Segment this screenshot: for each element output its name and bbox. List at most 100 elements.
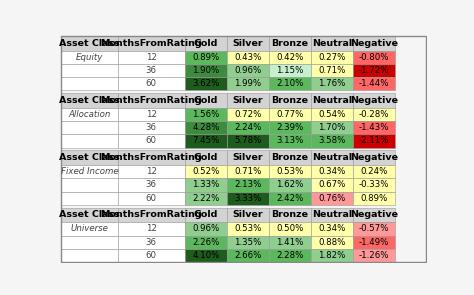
Text: -1.72%: -1.72% [359, 66, 389, 75]
Bar [118, 191, 185, 205]
Text: 2.24%: 2.24% [234, 123, 262, 132]
Bar [353, 165, 395, 178]
Text: Bronze: Bronze [272, 39, 309, 48]
Text: -2.11%: -2.11% [359, 137, 389, 145]
Text: Asset Class: Asset Class [59, 96, 120, 105]
Bar [227, 108, 269, 121]
Text: Neutral: Neutral [312, 210, 352, 219]
Bar [227, 77, 269, 90]
Bar [61, 108, 118, 121]
Bar [227, 236, 269, 249]
Bar [61, 178, 118, 191]
Bar [269, 191, 311, 205]
Text: Neutral: Neutral [312, 153, 352, 162]
Bar [185, 50, 227, 64]
Bar [269, 50, 311, 64]
Bar [61, 121, 118, 134]
Bar [118, 108, 185, 121]
Text: 36: 36 [146, 66, 157, 75]
Text: 1.62%: 1.62% [276, 181, 304, 189]
Bar [311, 134, 353, 148]
Text: 5.78%: 5.78% [234, 137, 262, 145]
Text: Universe: Universe [71, 224, 108, 233]
Text: 2.26%: 2.26% [192, 238, 220, 247]
Text: MonthsFromRating: MonthsFromRating [100, 153, 202, 162]
Text: 12: 12 [146, 167, 157, 176]
Bar [227, 150, 269, 165]
Bar [269, 93, 311, 108]
Text: 1.56%: 1.56% [192, 110, 220, 119]
Bar [185, 236, 227, 249]
Text: 0.53%: 0.53% [234, 224, 262, 233]
Bar [311, 50, 353, 64]
Bar [311, 165, 353, 178]
Bar [118, 150, 185, 165]
Text: Negative: Negative [350, 210, 398, 219]
Bar [269, 165, 311, 178]
Text: 2.10%: 2.10% [276, 79, 304, 88]
Bar [61, 36, 118, 50]
Text: 0.71%: 0.71% [234, 167, 262, 176]
Bar [227, 50, 269, 64]
Text: 7.45%: 7.45% [192, 137, 220, 145]
Bar [353, 77, 395, 90]
Bar [118, 77, 185, 90]
Text: 0.43%: 0.43% [234, 53, 262, 62]
Text: 1.41%: 1.41% [276, 238, 304, 247]
Text: 0.76%: 0.76% [318, 194, 346, 203]
Text: -0.33%: -0.33% [359, 181, 389, 189]
Bar [269, 150, 311, 165]
Text: 0.67%: 0.67% [318, 181, 346, 189]
Text: Equity: Equity [76, 53, 103, 62]
Bar [311, 208, 353, 222]
Bar [118, 64, 185, 77]
Text: 0.89%: 0.89% [192, 53, 220, 62]
Text: 12: 12 [146, 53, 157, 62]
Text: 2.22%: 2.22% [192, 194, 220, 203]
Text: 12: 12 [146, 110, 157, 119]
Text: 4.10%: 4.10% [192, 251, 220, 260]
Text: 0.72%: 0.72% [234, 110, 262, 119]
Bar [353, 150, 395, 165]
Bar [185, 150, 227, 165]
Bar [185, 77, 227, 90]
Text: 2.13%: 2.13% [234, 181, 262, 189]
Text: 0.96%: 0.96% [192, 224, 220, 233]
Bar [269, 236, 311, 249]
Text: Silver: Silver [233, 96, 264, 105]
Text: 0.24%: 0.24% [360, 167, 388, 176]
Bar [311, 121, 353, 134]
Bar [118, 236, 185, 249]
Bar [311, 108, 353, 121]
Bar [118, 249, 185, 262]
Text: -1.43%: -1.43% [359, 123, 389, 132]
Text: Silver: Silver [233, 39, 264, 48]
Bar [185, 208, 227, 222]
Bar [269, 64, 311, 77]
Bar [118, 93, 185, 108]
Bar [61, 208, 118, 222]
Bar [227, 178, 269, 191]
Bar [185, 108, 227, 121]
Bar [185, 178, 227, 191]
Bar [61, 191, 118, 205]
Bar [311, 191, 353, 205]
Bar [269, 121, 311, 134]
Bar [269, 178, 311, 191]
Bar [269, 134, 311, 148]
Bar [185, 191, 227, 205]
Text: Silver: Silver [233, 153, 264, 162]
Bar [118, 222, 185, 236]
Bar [311, 222, 353, 236]
Text: 36: 36 [146, 123, 157, 132]
Bar [227, 64, 269, 77]
Bar [61, 93, 118, 108]
Bar [311, 93, 353, 108]
Bar [227, 222, 269, 236]
Bar [269, 77, 311, 90]
Bar [227, 165, 269, 178]
Bar [118, 121, 185, 134]
Text: Gold: Gold [194, 96, 218, 105]
Text: 0.34%: 0.34% [318, 224, 346, 233]
Bar [353, 222, 395, 236]
